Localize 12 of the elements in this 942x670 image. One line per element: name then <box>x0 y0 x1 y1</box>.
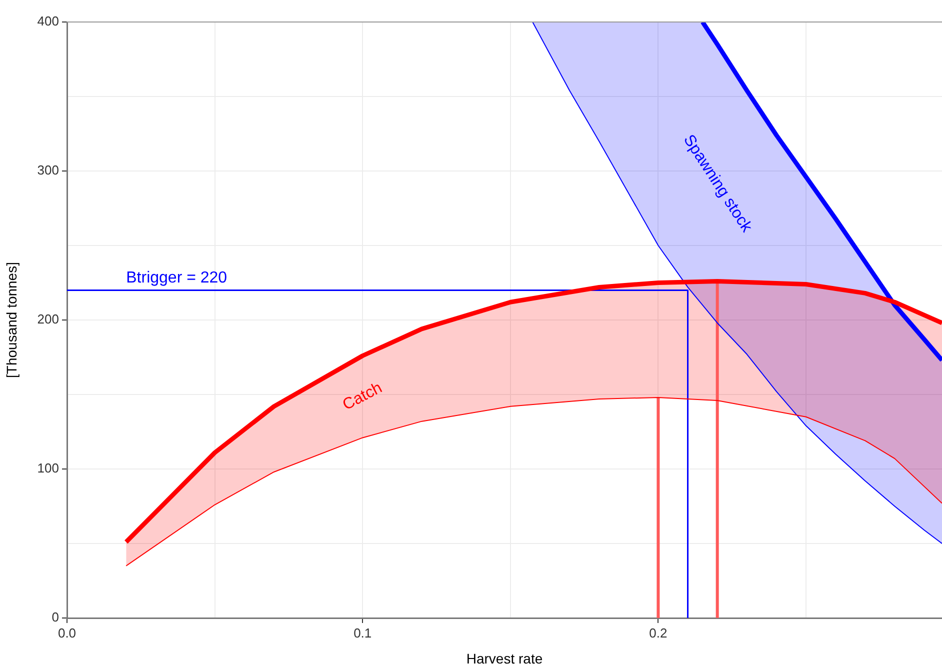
x-tick-label: 0.1 <box>354 625 372 640</box>
y-axis-title: [Thousand tonnes] <box>3 262 20 378</box>
x-tick-label: 0.0 <box>58 625 76 640</box>
x-tick-label: 0.2 <box>649 625 668 640</box>
x-axis-title: Harvest rate <box>466 650 543 666</box>
y-tick-label: 400 <box>37 14 59 29</box>
text: Catch <box>340 379 386 414</box>
y-tick-label: 0 <box>52 610 59 625</box>
y-tick-label: 200 <box>37 312 59 327</box>
y-tick-label: 100 <box>37 460 59 476</box>
annotation: Btrigger = 220 <box>126 270 228 287</box>
y-tick-label: 300 <box>37 162 59 178</box>
